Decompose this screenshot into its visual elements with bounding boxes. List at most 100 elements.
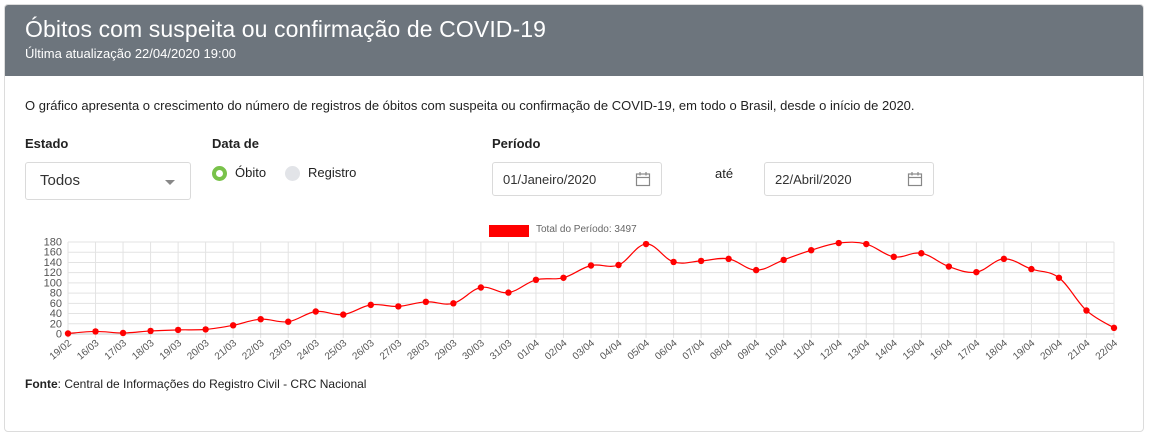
data-point [560,274,567,281]
x-tick-label: 12/04 [818,338,845,363]
y-tick-label: 160 [44,247,62,259]
x-tick-label: 19/03 [158,338,185,363]
y-tick-label: 80 [50,288,62,300]
page-title: Óbitos com suspeita ou confirmação de CO… [25,16,547,42]
calendar-icon[interactable] [907,171,923,187]
x-tick-label: 14/04 [873,338,900,363]
data-point [119,329,127,337]
y-tick-label: 120 [44,267,62,279]
data-point [752,266,760,274]
data-point [945,263,953,270]
x-tick-label: 22/04 [1094,338,1121,363]
data-point [532,276,540,284]
x-tick-label: 16/04 [929,338,956,363]
x-tick-label: 24/03 [295,338,322,363]
radio-registro-label: Registro [308,165,357,180]
data-point [505,289,512,296]
x-tick-label: 29/03 [433,338,460,363]
x-tick-label: 08/04 [708,338,735,363]
x-tick-label: 01/04 [516,338,543,363]
data-point [147,327,154,335]
data-point [1110,324,1118,332]
y-tick-label: 100 [44,277,62,289]
x-tick-label: 15/04 [901,338,928,363]
x-tick-label: 28/03 [406,338,433,363]
x-tick-label: 25/03 [323,338,350,363]
period-separator: até [715,166,734,181]
data-point [1000,255,1008,263]
data-point [450,300,457,307]
data-point [973,268,980,276]
x-tick-label: 06/04 [653,338,680,363]
data-de-label: Data de [212,136,259,151]
x-tick-label: 20/04 [1039,338,1066,363]
x-tick-label: 04/04 [598,338,625,363]
legend-label: Total do Período: 3497 [536,224,637,235]
x-tick-label: 13/04 [846,338,873,363]
data-point [890,253,897,261]
x-tick-label: 19/02 [48,338,75,363]
periodo-label: Período [492,136,541,151]
data-point [422,298,430,305]
last-updated: Última atualização 22/04/2020 19:00 [25,46,237,61]
data-point [312,308,319,315]
data-point [285,318,292,325]
radio-checked-icon [212,166,227,181]
chevron-down-icon [165,180,175,185]
x-tick-label: 07/04 [681,338,708,363]
data-point [587,262,595,269]
x-tick-label: 19/04 [1011,338,1038,363]
start-date-input[interactable]: 01/Janeiro/2020 [492,162,662,196]
source-label: Fonte [25,377,58,391]
x-tick-label: 21/03 [213,338,240,363]
y-tick-label: 140 [44,257,62,269]
x-tick-label: 30/03 [461,338,488,363]
data-point [725,255,732,263]
chart-description: O gráfico apresenta o crescimento do núm… [25,98,915,113]
data-point [257,315,264,323]
estado-select-value: Todos [40,172,81,189]
x-tick-label: 26/03 [350,338,377,363]
source-text: : Central de Informações do Registro Civ… [57,377,367,391]
data-point [615,261,622,269]
data-point [697,257,705,265]
x-tick-label: 21/04 [1066,338,1093,363]
y-tick-label: 40 [50,308,62,320]
x-tick-label: 18/03 [130,338,157,363]
end-date-input[interactable]: 22/Abril/2020 [764,162,934,196]
x-tick-label: 03/04 [571,338,598,363]
x-tick-label: 02/04 [543,338,570,363]
legend-swatch [489,225,529,237]
data-point [64,330,72,337]
data-point [477,284,485,291]
y-tick-label: 0 [56,329,62,341]
radio-obito-label: Óbito [235,165,267,180]
data-point [780,256,787,264]
x-tick-label: 17/04 [956,338,983,363]
data-point [835,239,842,247]
x-tick-label: 31/03 [488,338,515,363]
start-date-value: 01/Janeiro/2020 [503,172,597,187]
data-point [863,240,870,248]
estado-label: Estado [25,136,69,151]
radio-unchecked-icon [285,166,300,181]
x-tick-label: 05/04 [626,338,653,363]
x-tick-label: 10/04 [763,338,790,363]
data-point [1055,274,1063,281]
x-tick-label: 17/03 [103,338,130,363]
data-point [642,240,650,248]
data-point [1028,265,1035,273]
x-tick-label: 09/04 [736,338,763,363]
data-point [229,322,237,329]
data-point [367,301,374,309]
x-tick-label: 16/03 [75,338,102,363]
data-point [1083,307,1090,314]
estado-select[interactable]: Todos [25,162,191,200]
x-tick-label: 18/04 [984,338,1011,363]
data-point [395,303,402,310]
end-date-value: 22/Abril/2020 [775,172,852,187]
calendar-icon[interactable] [635,171,651,187]
x-tick-label: 22/03 [240,338,267,363]
y-tick-label: 20 [50,318,62,330]
